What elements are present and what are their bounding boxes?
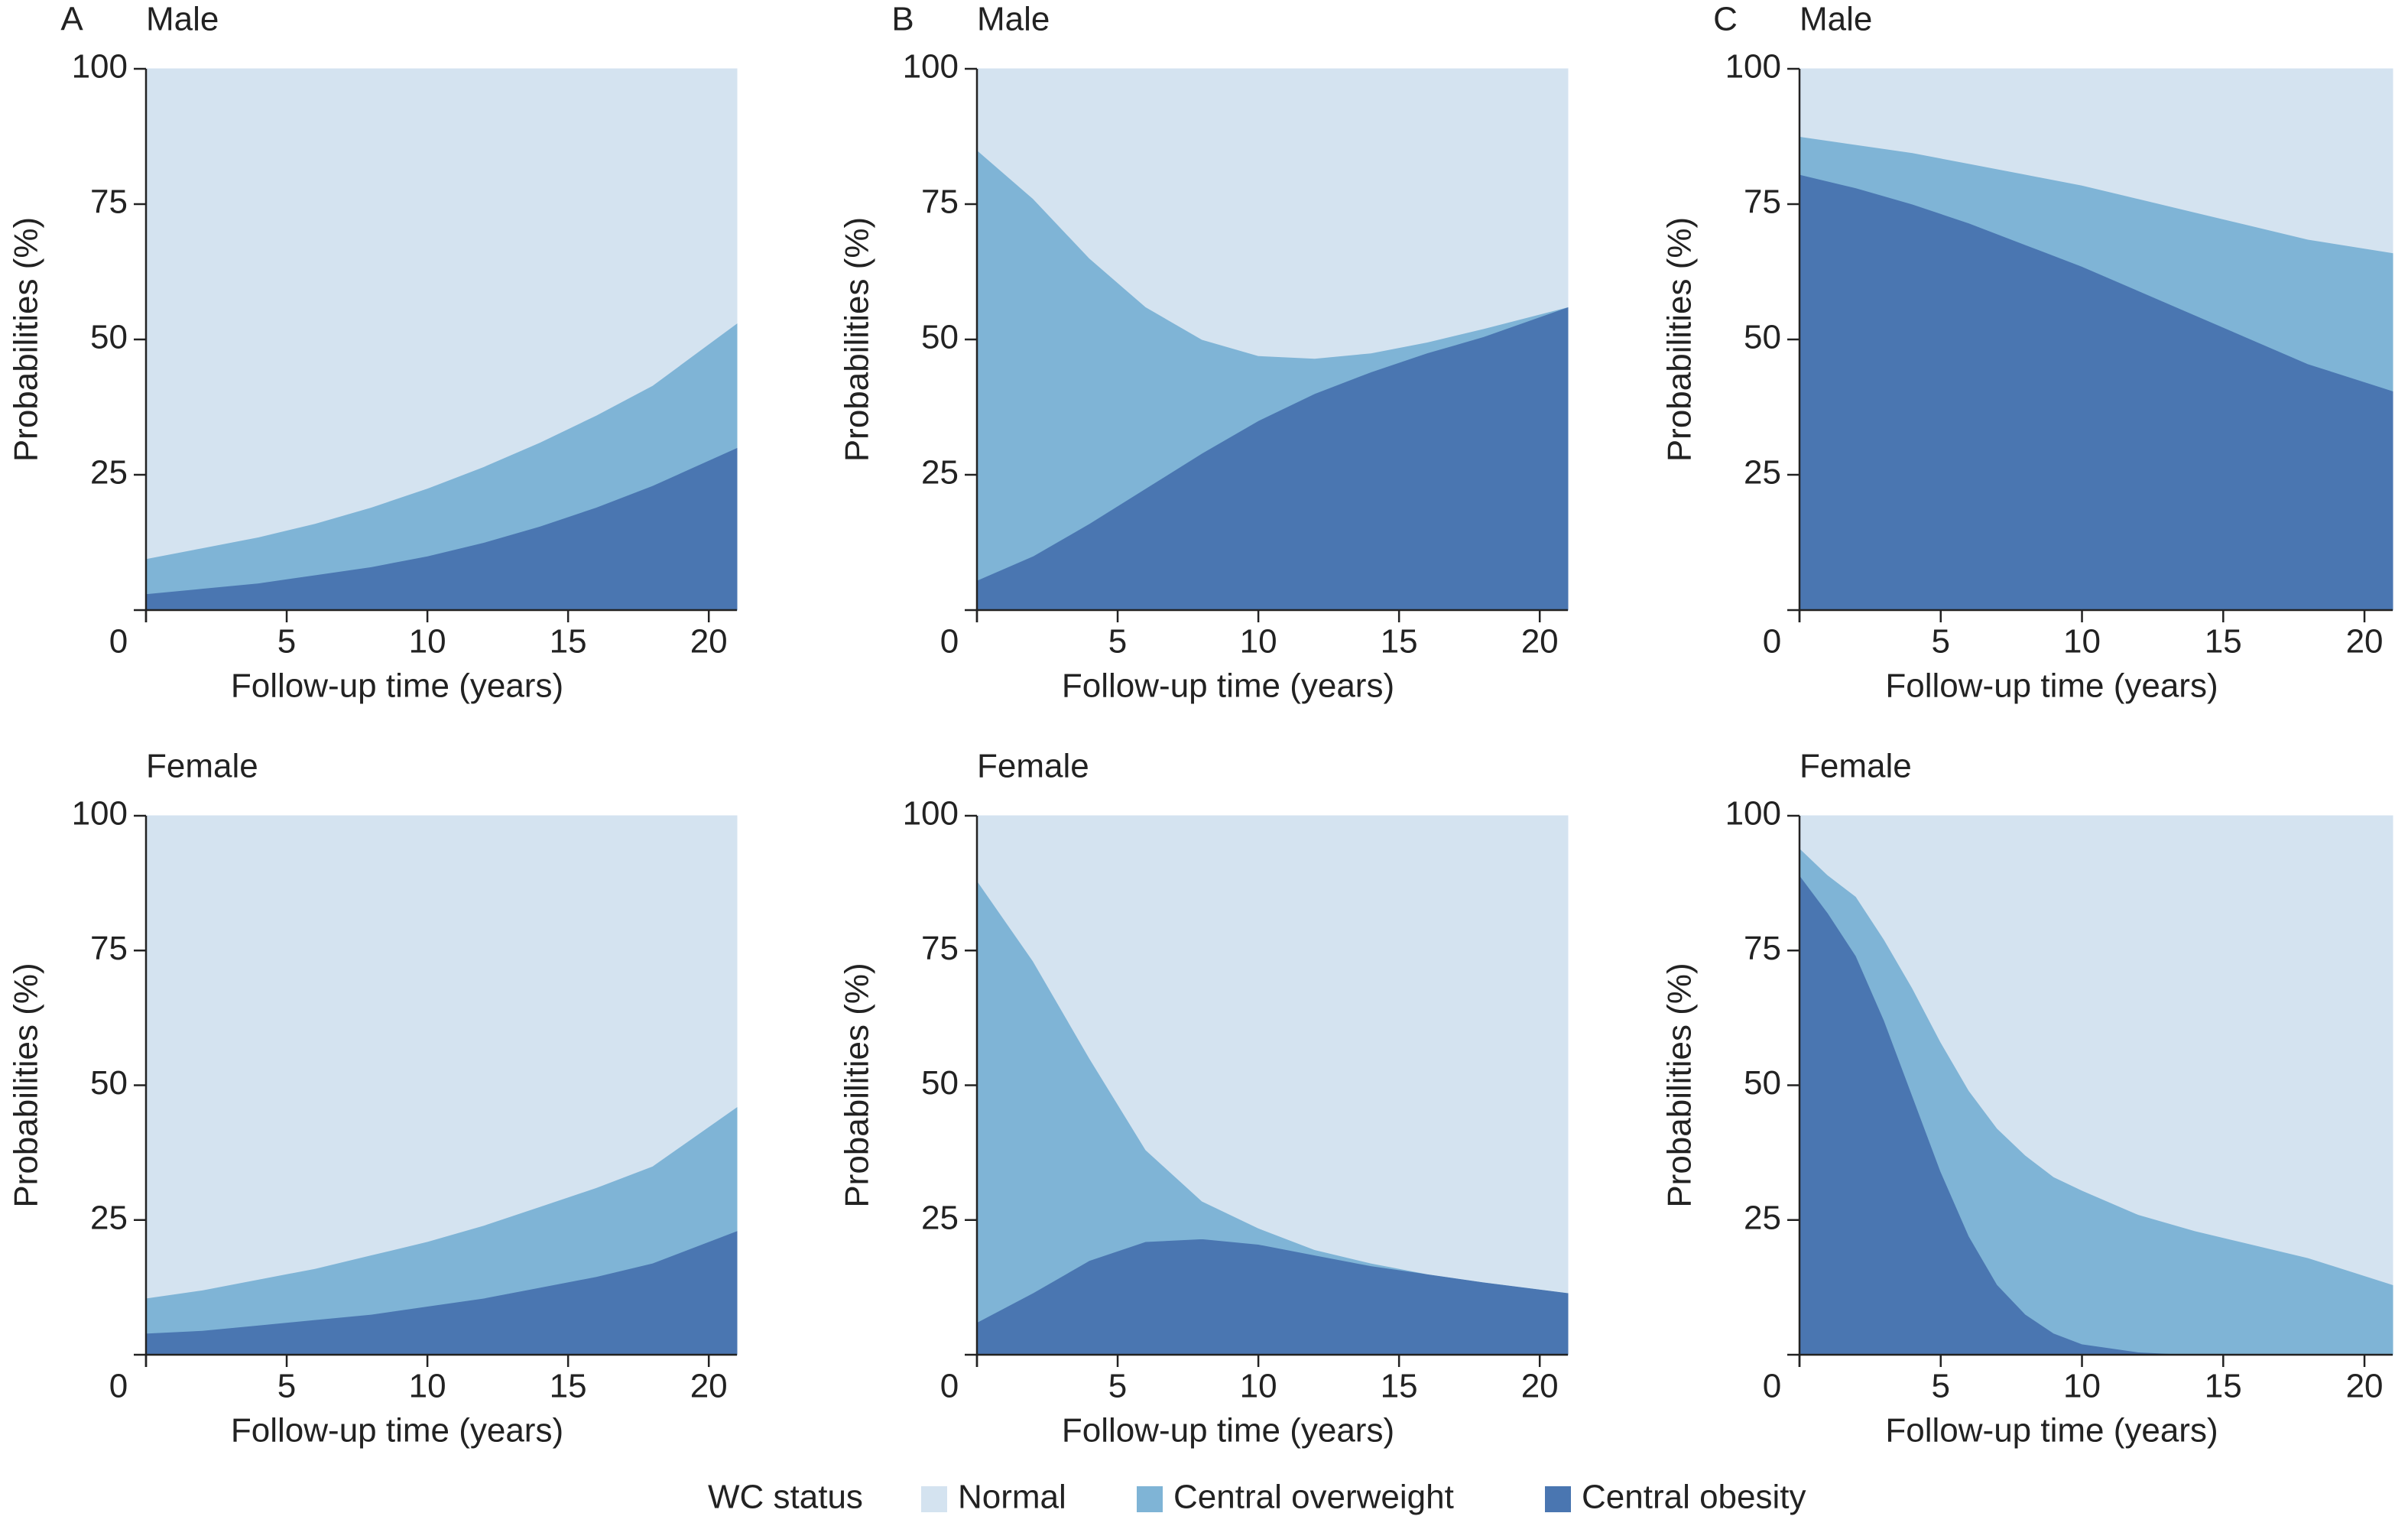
area bbox=[145, 68, 738, 560]
y-tick-label: 75 bbox=[1744, 183, 1781, 221]
x-tick-label: 5 bbox=[277, 1368, 296, 1405]
legend-label: Central overweight bbox=[1173, 1479, 1454, 1516]
panel: 25 50 75 100 0 5 10 15 20 Female Follow-up time (y… bbox=[1661, 748, 2393, 1450]
panel-title: Female bbox=[146, 748, 258, 785]
x-tick-label: 0 bbox=[940, 623, 959, 661]
panel-title: Female bbox=[1800, 748, 1912, 785]
x-axis-label: Follow-up time (years) bbox=[1885, 667, 2218, 705]
x-axis-label: Follow-up time (years) bbox=[1885, 1412, 2218, 1450]
x-axis-label: Follow-up time (years) bbox=[231, 1412, 563, 1450]
y-tick-label: 100 bbox=[72, 48, 128, 86]
y-tick-label: 25 bbox=[1744, 454, 1781, 492]
area bbox=[1799, 815, 2393, 1286]
y-tick-label: 50 bbox=[90, 319, 128, 356]
y-tick-label: 75 bbox=[921, 183, 959, 221]
x-tick-label: 20 bbox=[690, 1368, 728, 1405]
y-axis-label: Probabilities (%) bbox=[1661, 963, 1699, 1207]
legend-swatch bbox=[921, 1486, 947, 1512]
x-tick-label: 15 bbox=[2205, 623, 2242, 661]
y-tick-label: 100 bbox=[903, 795, 959, 833]
legend-label: Central obesity bbox=[1582, 1479, 1806, 1516]
x-tick-label: 10 bbox=[2063, 623, 2101, 661]
x-tick-label: 15 bbox=[2205, 1368, 2242, 1405]
x-axis-label: Follow-up time (years) bbox=[1062, 667, 1394, 705]
x-axis-label: Follow-up time (years) bbox=[1062, 1412, 1394, 1450]
x-tick-label: 0 bbox=[940, 1368, 959, 1405]
x-tick-label: 15 bbox=[1381, 1368, 1418, 1405]
x-tick-label: 15 bbox=[550, 1368, 587, 1405]
x-tick-label: 5 bbox=[1932, 623, 1950, 661]
legend-label: Normal bbox=[958, 1479, 1066, 1516]
y-tick-label: 50 bbox=[1744, 319, 1781, 356]
x-tick-label: 5 bbox=[1932, 1368, 1950, 1405]
y-tick-label: 75 bbox=[1744, 930, 1781, 967]
x-tick-label: 0 bbox=[109, 1368, 128, 1405]
y-tick-label: 25 bbox=[90, 454, 128, 492]
y-tick-label: 50 bbox=[921, 1064, 959, 1102]
y-tick-label: 50 bbox=[921, 319, 959, 356]
x-tick-label: 15 bbox=[1381, 623, 1418, 661]
area bbox=[1799, 68, 2393, 254]
x-tick-label: 0 bbox=[1763, 623, 1781, 661]
y-tick-label: 50 bbox=[90, 1064, 128, 1102]
panel-label: B bbox=[891, 1, 914, 38]
y-tick-label: 25 bbox=[921, 454, 959, 492]
x-tick-label: 20 bbox=[2346, 623, 2384, 661]
area bbox=[145, 815, 738, 1299]
x-tick-label: 10 bbox=[1240, 623, 1277, 661]
y-tick-label: 100 bbox=[903, 48, 959, 86]
panel-title: Female bbox=[977, 748, 1089, 785]
y-axis-label: Probabilities (%) bbox=[8, 963, 45, 1207]
panel: 25 50 75 100 0 5 10 15 20 C Male Follow-up time (ye… bbox=[1661, 1, 2393, 705]
panel-label: C bbox=[1713, 1, 1738, 38]
panel-title: Male bbox=[146, 1, 219, 38]
area bbox=[976, 68, 1569, 359]
y-axis-label: Probabilities (%) bbox=[839, 217, 876, 462]
panel: 25 50 75 100 0 5 10 15 20 Female Follow-up time (y… bbox=[839, 748, 1569, 1450]
x-tick-label: 20 bbox=[1521, 623, 1559, 661]
y-axis-label: Probabilities (%) bbox=[1661, 217, 1699, 462]
y-tick-label: 25 bbox=[921, 1199, 959, 1236]
x-tick-label: 0 bbox=[109, 623, 128, 661]
y-tick-label: 50 bbox=[1744, 1064, 1781, 1102]
x-tick-label: 0 bbox=[1763, 1368, 1781, 1405]
y-axis-label: Probabilities (%) bbox=[839, 963, 876, 1207]
panel-title: Male bbox=[1800, 1, 1872, 38]
x-tick-label: 5 bbox=[277, 623, 296, 661]
y-tick-label: 100 bbox=[1725, 48, 1781, 86]
y-tick-label: 75 bbox=[90, 930, 128, 967]
panel: 25 50 75 100 0 5 10 15 20 B Male Follow-up time (ye… bbox=[839, 1, 1569, 705]
x-tick-label: 10 bbox=[409, 623, 446, 661]
panel: 25 50 75 100 0 5 10 15 20 Female Follow-up time (y… bbox=[8, 748, 738, 1450]
x-tick-label: 10 bbox=[409, 1368, 446, 1405]
panel: 25 50 75 100 0 5 10 15 20 A Male Follow-up time (ye… bbox=[8, 1, 738, 705]
y-tick-label: 75 bbox=[90, 183, 128, 221]
legend-title: WC status bbox=[708, 1479, 863, 1516]
x-tick-label: 15 bbox=[550, 623, 587, 661]
x-tick-label: 5 bbox=[1108, 1368, 1127, 1405]
y-tick-label: 100 bbox=[1725, 795, 1781, 833]
legend-swatch bbox=[1545, 1486, 1571, 1512]
y-tick-label: 75 bbox=[921, 930, 959, 967]
x-tick-label: 20 bbox=[2346, 1368, 2384, 1405]
x-tick-label: 10 bbox=[2063, 1368, 2101, 1405]
x-tick-label: 10 bbox=[1240, 1368, 1277, 1405]
y-tick-label: 100 bbox=[72, 795, 128, 833]
panel-title: Male bbox=[977, 1, 1050, 38]
x-tick-label: 20 bbox=[1521, 1368, 1559, 1405]
area bbox=[976, 815, 1569, 1294]
x-axis-label: Follow-up time (years) bbox=[231, 667, 563, 705]
y-tick-label: 25 bbox=[1744, 1199, 1781, 1236]
legend-swatch bbox=[1137, 1486, 1163, 1512]
x-tick-label: 5 bbox=[1108, 623, 1127, 661]
y-axis-label: Probabilities (%) bbox=[8, 217, 45, 462]
x-tick-label: 20 bbox=[690, 623, 728, 661]
y-tick-label: 25 bbox=[90, 1199, 128, 1236]
panel-label: A bbox=[60, 1, 83, 38]
